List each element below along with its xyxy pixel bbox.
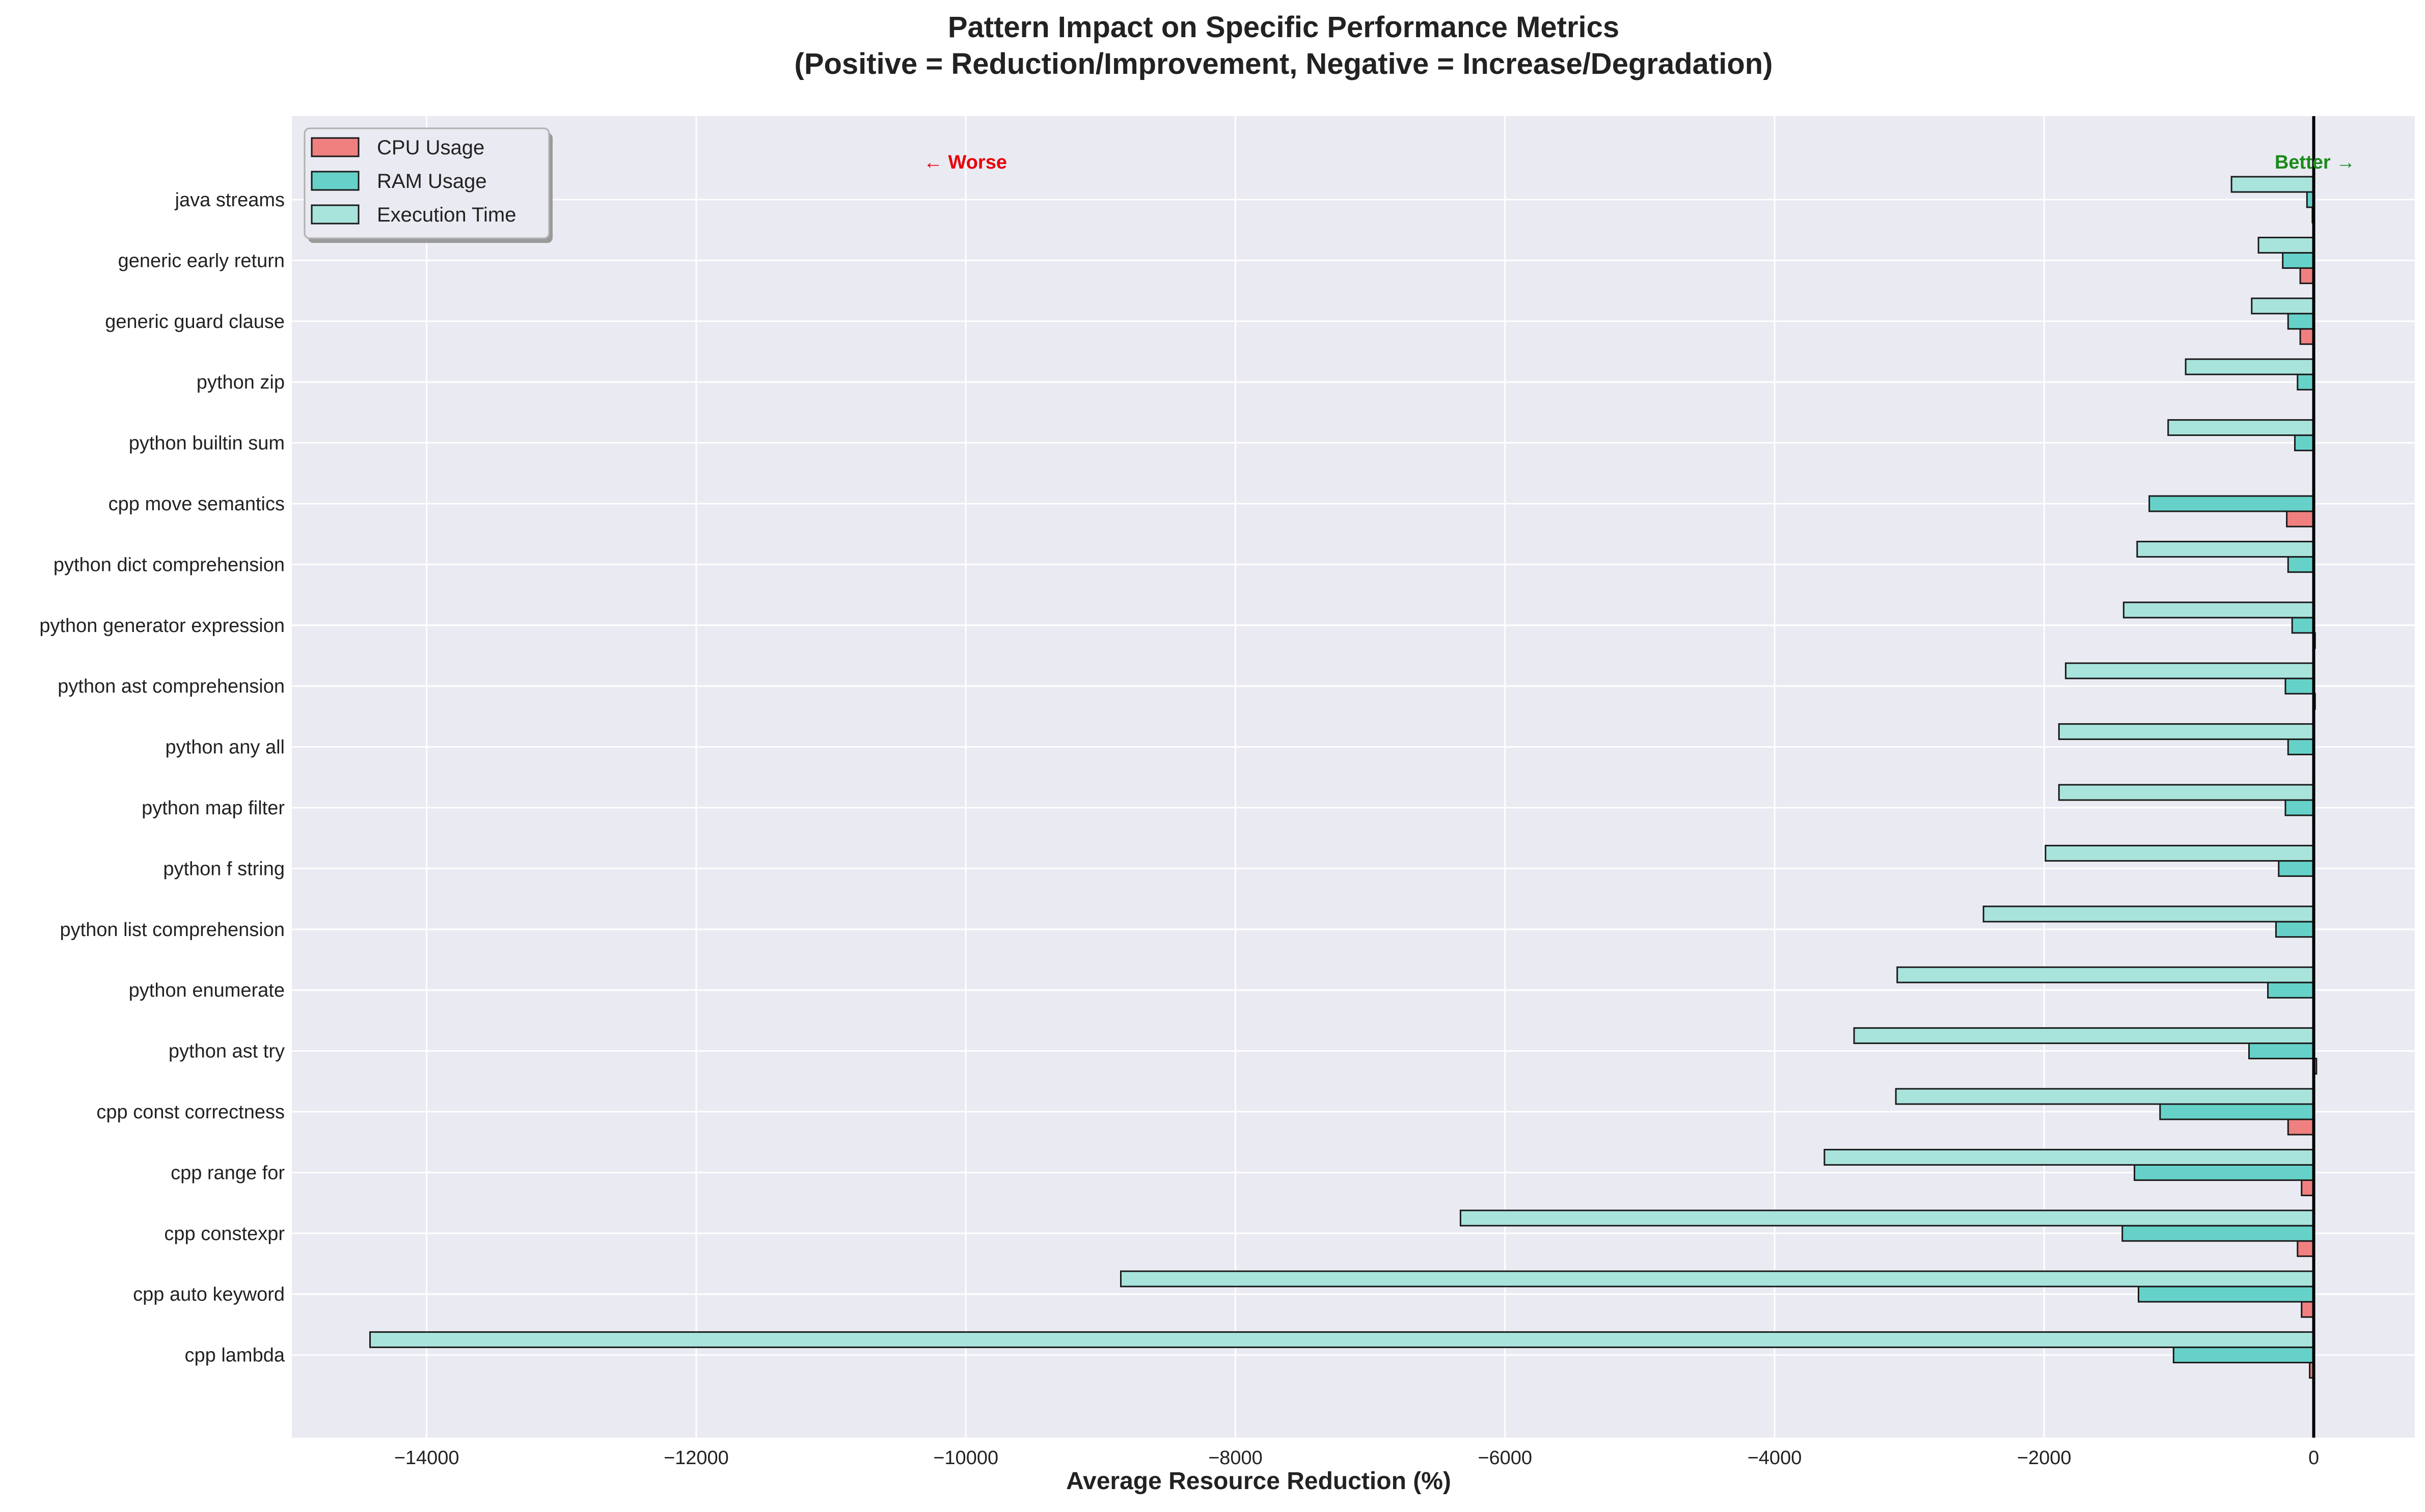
bar-cpu (2297, 1240, 2315, 1257)
bar-time (2122, 601, 2315, 619)
y-tick-label: python any all (166, 737, 285, 758)
x-tick-label: −8000 (1208, 1447, 1263, 1469)
bar-ram (2291, 617, 2315, 634)
bar-time (1853, 1027, 2315, 1044)
y-tick-label: python f string (163, 858, 285, 879)
legend: CPU Usage RAM Usage Execution Time (304, 127, 553, 243)
bar-cpu (2286, 510, 2315, 528)
bar-time (2136, 540, 2315, 558)
bar-time (1120, 1270, 2315, 1287)
x-tick-label: −4000 (1748, 1447, 1802, 1469)
bar-ram (2284, 799, 2315, 816)
bar-ram (2248, 1042, 2315, 1060)
bar-time (1896, 966, 2315, 983)
bar-ram (2267, 981, 2315, 999)
bar-time (2058, 723, 2315, 740)
x-tick-label: −6000 (1478, 1447, 1532, 1469)
x-tick-label: −2000 (2017, 1447, 2072, 1469)
bar-time (2251, 297, 2315, 315)
y-tick-label: python list comprehension (60, 919, 285, 941)
y-tick-label: cpp auto keyword (133, 1284, 285, 1305)
bar-time (2045, 844, 2315, 862)
y-tick-label: java streams (175, 189, 285, 211)
y-tick-label: python generator expression (39, 615, 285, 637)
bar-ram (2159, 1103, 2315, 1120)
worse-annotation: ← Worse (923, 152, 1007, 173)
y-tick-label: python ast comprehension (58, 676, 285, 697)
x-tick-label: −10000 (933, 1447, 998, 1469)
bar-cpu (2287, 1118, 2315, 1136)
bar-ram (2134, 1164, 2315, 1181)
x-tick-label: −14000 (394, 1447, 459, 1469)
legend-swatch-cpu (311, 137, 360, 157)
y-tick-label: python zip (197, 372, 285, 393)
y-tick-label: cpp constexpr (164, 1223, 285, 1245)
bar-cpu (2299, 328, 2315, 345)
x-axis-label: Average Resource Reduction (%) (1066, 1468, 1451, 1495)
chart-title: Pattern Impact on Specific Performance M… (948, 11, 1619, 44)
bar-time (369, 1331, 2315, 1349)
y-tick-label: cpp move semantics (108, 493, 285, 515)
bar-time (2167, 419, 2315, 436)
bar-ram (2284, 677, 2315, 695)
bar-ram (2148, 495, 2315, 512)
y-tick-label: generic early return (118, 250, 285, 271)
legend-box (304, 127, 550, 239)
bar-ram (2287, 738, 2315, 756)
y-tick-label: cpp const correctness (96, 1102, 285, 1123)
y-tick-label: python builtin sum (129, 433, 285, 454)
better-annotation: Better → (2275, 152, 2355, 173)
plot-area (292, 116, 2415, 1438)
bar-ram (2297, 373, 2315, 391)
bar-time (2185, 358, 2315, 375)
bar-cpu (2301, 1179, 2315, 1196)
tick-labels: −14000 −12000 −10000 −8000 −6000 −4000 −2000 0 j… (39, 189, 2319, 1469)
x-tick-label: −12000 (664, 1447, 729, 1469)
bar-ram (2287, 556, 2315, 573)
bar-ram (2275, 921, 2315, 938)
legend-label-time: Execution Time (377, 204, 516, 226)
legend-label-cpu: CPU Usage (377, 136, 484, 159)
y-tick-label: python map filter (142, 798, 285, 819)
y-tick-label: python dict comprehension (53, 554, 285, 575)
y-tick-label: python ast try (169, 1041, 285, 1062)
bar-time (2058, 784, 2315, 801)
y-tick-label: generic guard clause (105, 311, 285, 333)
chart-subtitle: (Positive = Reduction/Improvement, Negat… (795, 47, 1773, 80)
bar-ram (2287, 313, 2315, 330)
bar-ram (2172, 1346, 2315, 1364)
bar-time (1459, 1209, 2315, 1227)
bar-time (1982, 905, 2315, 923)
y-tick-label: cpp lambda (185, 1345, 285, 1366)
y-tick-label: cpp range for (171, 1162, 285, 1184)
legend-swatch-time (311, 204, 360, 225)
bar-cpu (2299, 267, 2315, 284)
bar-ram (2294, 434, 2315, 452)
bar-ram (2282, 252, 2315, 269)
legend-swatch-ram (311, 171, 360, 191)
bar-cpu (2301, 1301, 2315, 1318)
x-tick-label: 0 (2308, 1447, 2319, 1469)
y-tick-label: python enumerate (129, 980, 285, 1001)
bar-time (1823, 1148, 2315, 1166)
bar-time (2230, 176, 2315, 193)
bar-ram (2121, 1225, 2315, 1242)
gridlines (292, 116, 2415, 1438)
bar-time (2065, 662, 2315, 679)
legend-label-ram: RAM Usage (377, 170, 487, 193)
bar-time (2257, 236, 2315, 254)
bar-time (1895, 1088, 2315, 1105)
bar-ram (2278, 860, 2315, 877)
bar-ram (2137, 1285, 2315, 1303)
